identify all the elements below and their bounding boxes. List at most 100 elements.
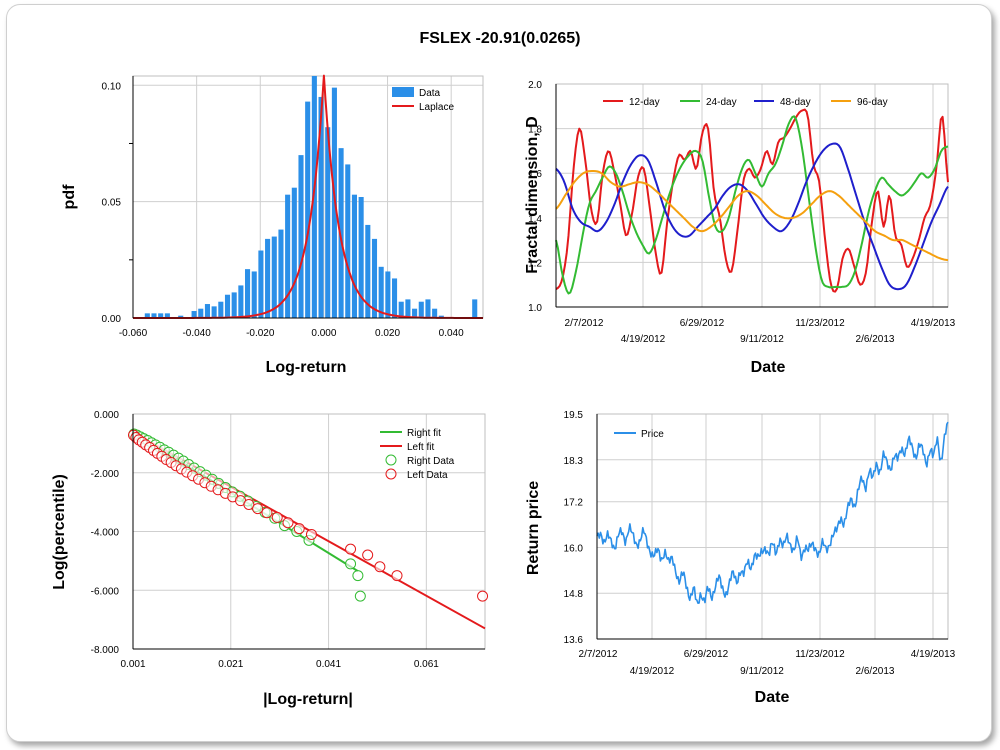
- hist-bar: [351, 194, 357, 318]
- hist-bar: [378, 266, 384, 318]
- hist-bar: [158, 313, 164, 318]
- fd-y-tick-label: 1.6: [528, 169, 542, 180]
- hist-bar: [318, 96, 324, 318]
- fd-x-tick-label-bottom: 2/6/2013: [856, 334, 895, 345]
- fd-y-tick-label: 2.0: [528, 80, 542, 91]
- fd-legend-label: 24-day: [706, 97, 737, 108]
- fd-x-tick-label-top: 11/23/2012: [795, 318, 845, 329]
- hist-bar: [258, 250, 264, 318]
- hist-bar: [398, 301, 404, 318]
- tail-legend-label: Left Data: [407, 470, 448, 481]
- fd-x-tick-label-bottom: 9/11/2012: [740, 334, 784, 345]
- left-data-point: [391, 570, 403, 582]
- price-plot-frame: [596, 413, 949, 640]
- price-y-tick-label: 18.3: [564, 456, 584, 467]
- price-y-tick-label: 17.2: [564, 498, 584, 509]
- hist-bar: [472, 299, 478, 318]
- fd-y-tick-label: 1.8: [528, 125, 542, 136]
- price-legend-label: Price: [641, 429, 664, 440]
- tail-legend-swatch: [385, 468, 397, 480]
- tail-y-tick-label: -4.000: [91, 528, 120, 539]
- hist-bar: [418, 301, 424, 318]
- price-x-axis-label: Date: [755, 689, 790, 706]
- hist-bar: [251, 271, 257, 318]
- hist-bar: [218, 301, 224, 318]
- hist-bar: [238, 285, 244, 318]
- hist-bar: [358, 197, 364, 318]
- hist-x-axis-label: Log-return: [266, 359, 347, 376]
- fd-y-tick-label: 1.4: [528, 214, 542, 225]
- price-x-tick-label-top: 4/19/2013: [911, 649, 956, 660]
- fd-y-tick-label: 1.0: [528, 303, 542, 314]
- fd-series-line-96-day: [555, 170, 949, 262]
- fd-y-axis-label: Fractal dimension, D: [524, 116, 541, 273]
- right-data-point: [345, 558, 357, 570]
- hist-y-tick-label: 0.00: [102, 314, 122, 325]
- hist-bar: [311, 76, 317, 318]
- left-data-point: [252, 503, 264, 515]
- hist-bar: [425, 299, 431, 318]
- hist-bar: [198, 308, 204, 318]
- figure-frame: [6, 4, 992, 742]
- tail-x-tick-label: 0.041: [316, 659, 341, 670]
- hist-bar: [151, 313, 157, 318]
- hist-bar: [298, 155, 304, 318]
- tail-y-tick-label: 0.000: [94, 410, 119, 421]
- hist-bar: [438, 315, 444, 318]
- left-data-point: [477, 590, 489, 602]
- tail-legend-swatch: [385, 454, 397, 466]
- hist-bar: [271, 236, 277, 318]
- tail-legend-label: Right Data: [407, 456, 455, 467]
- fd-legend-label: 96-day: [857, 97, 888, 108]
- hist-bar: [144, 313, 150, 318]
- hist-x-tick-label: 0.020: [375, 328, 400, 339]
- left-data-point: [261, 507, 273, 519]
- hist-bar: [265, 238, 271, 318]
- price-y-tick-label: 14.8: [564, 589, 584, 600]
- tail-x-tick-label: 0.061: [414, 659, 439, 670]
- hist-bar: [245, 269, 251, 318]
- hist-bar: [231, 292, 237, 318]
- left-data-point: [362, 549, 374, 561]
- right-data-point: [354, 590, 366, 602]
- tail-y-axis-label: Log(percentile): [51, 474, 68, 590]
- price-series-line: [596, 421, 949, 605]
- hist-bar: [204, 304, 210, 318]
- left-data-point: [293, 523, 305, 535]
- fd-y-tick-label: 1.2: [528, 258, 542, 269]
- price-x-tick-label-bottom: 2/6/2013: [856, 666, 895, 677]
- hist-bar: [164, 313, 170, 318]
- hist-bar: [291, 187, 297, 318]
- hist-x-tick-label: -0.040: [182, 328, 211, 339]
- hist-y-tick-label: 0.05: [102, 198, 122, 209]
- hist-x-tick-label: -0.060: [119, 328, 148, 339]
- hist-bar: [365, 224, 371, 318]
- legend-data-swatch: [392, 87, 414, 97]
- hist-bar: [371, 238, 378, 318]
- tail-y-tick-label: -2.000: [91, 469, 120, 480]
- hist-bar: [338, 148, 344, 318]
- figure-title: FSLEX -20.91(0.0265): [419, 30, 581, 47]
- price-x-tick-label-bottom: 4/19/2012: [630, 666, 675, 677]
- fd-legend-label: 48-day: [780, 97, 811, 108]
- hist-bar: [305, 101, 311, 318]
- hist-bar: [345, 164, 351, 318]
- left-data-point: [374, 561, 386, 573]
- fd-x-tick-label-top: 4/19/2013: [911, 318, 956, 329]
- hist-bar: [392, 278, 398, 318]
- hist-bar: [278, 229, 284, 318]
- price-y-tick-label: 13.6: [564, 635, 584, 646]
- right-data-point: [352, 570, 364, 582]
- left-data-point: [282, 517, 294, 529]
- fd-x-axis-label: Date: [751, 359, 786, 376]
- hist-bar: [211, 306, 217, 318]
- fd-x-tick-label-top: 2/7/2012: [565, 318, 604, 329]
- price-y-axis-label: Return price: [525, 481, 542, 575]
- fd-x-tick-label-bottom: 4/19/2012: [621, 334, 666, 345]
- tail-legend-label: Right fit: [407, 428, 441, 439]
- fd-x-tick-label-top: 6/29/2012: [680, 318, 725, 329]
- hist-y-axis-label: pdf: [61, 184, 78, 210]
- hist-y-tick-label: 0.10: [102, 81, 122, 92]
- tail-y-tick-label: -6.000: [91, 586, 120, 597]
